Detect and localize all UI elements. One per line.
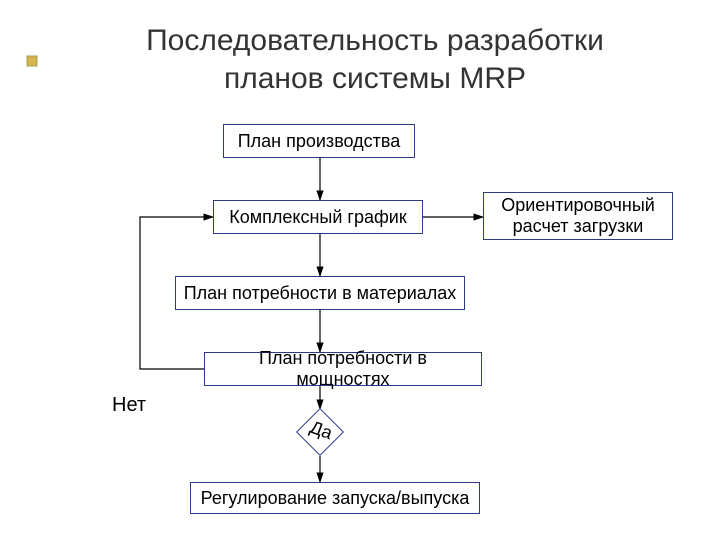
- node-label: Комплексный график: [229, 207, 406, 228]
- page-title: Последовательность разработки планов сис…: [60, 22, 690, 97]
- node-label: План потребности в материалах: [184, 283, 457, 304]
- slide-bullet: [26, 54, 38, 66]
- node-rough-capacity: Ориентировочный расчет загрузки: [483, 192, 673, 240]
- node-master-schedule: Комплексный график: [213, 200, 423, 234]
- node-label: Регулирование запуска/выпуска: [201, 488, 470, 509]
- node-label: План производства: [238, 131, 401, 152]
- node-production-plan: План производства: [223, 124, 415, 158]
- node-release-control: Регулирование запуска/выпуска: [190, 482, 480, 514]
- edge-label-no: Нет: [112, 394, 146, 417]
- node-material-requirements: План потребности в материалах: [175, 276, 465, 310]
- node-label: Ориентировочный расчет загрузки: [490, 195, 666, 237]
- title-line-1: Последовательность разработки: [146, 24, 604, 57]
- node-capacity-requirements: План потребности в мощностях: [204, 352, 482, 386]
- node-label: План потребности в мощностях: [211, 348, 475, 390]
- title-line-2: планов системы MRP: [224, 62, 526, 95]
